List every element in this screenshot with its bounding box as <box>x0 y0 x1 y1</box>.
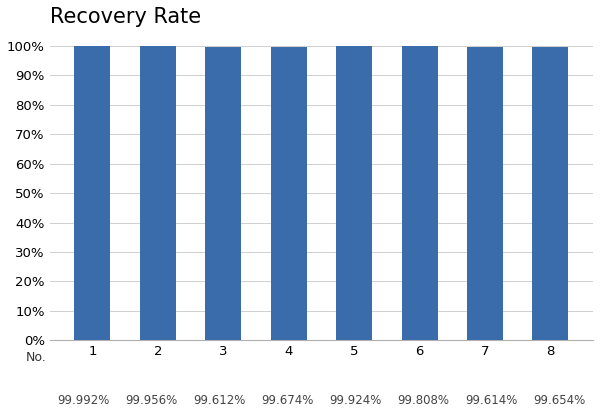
Bar <box>271 46 307 340</box>
Text: 99.808%: 99.808% <box>397 394 449 407</box>
Text: 99.654%: 99.654% <box>533 394 585 407</box>
Bar <box>205 47 241 340</box>
Bar <box>336 46 372 340</box>
Text: 99.612%: 99.612% <box>193 394 245 407</box>
Bar <box>140 46 176 340</box>
Bar <box>467 47 503 340</box>
Text: 99.992%: 99.992% <box>58 394 110 407</box>
Text: No.: No. <box>26 351 47 364</box>
Text: 99.674%: 99.674% <box>261 394 314 407</box>
Bar <box>74 46 110 340</box>
Bar <box>532 47 568 340</box>
Text: 99.614%: 99.614% <box>465 394 517 407</box>
Bar <box>401 46 437 340</box>
Text: 99.956%: 99.956% <box>125 394 178 407</box>
Text: 99.924%: 99.924% <box>329 394 382 407</box>
Text: Recovery Rate: Recovery Rate <box>50 7 201 27</box>
